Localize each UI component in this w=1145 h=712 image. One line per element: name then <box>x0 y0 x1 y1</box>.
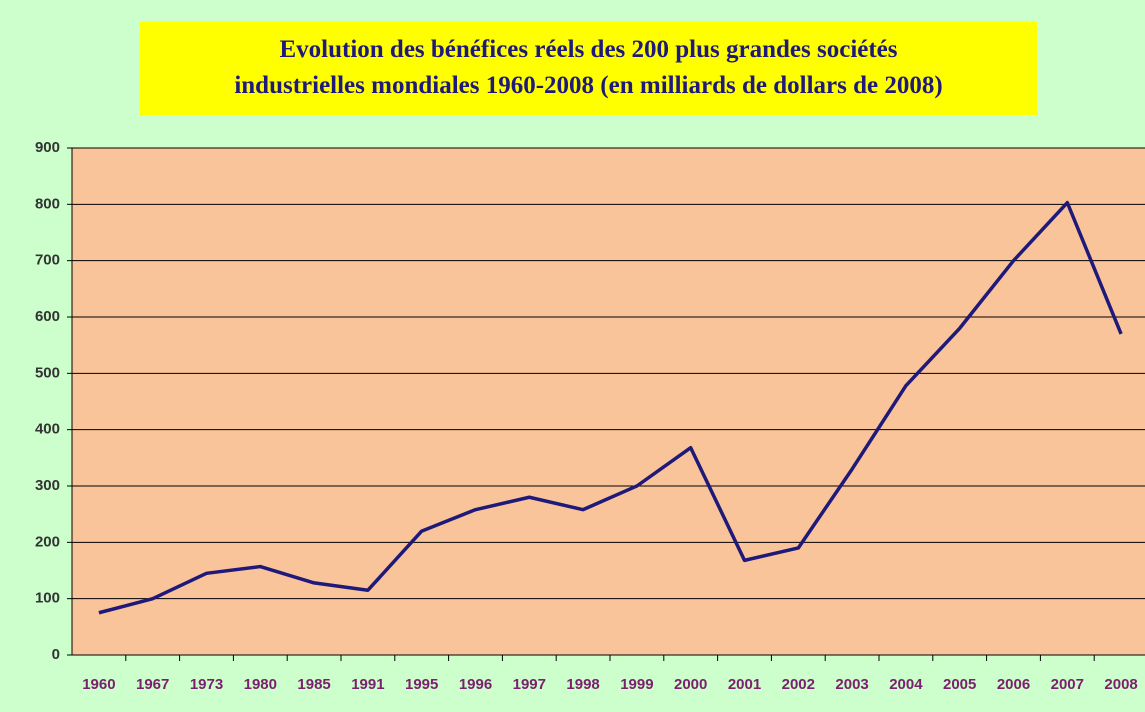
x-tick-label: 2007 <box>1051 676 1084 693</box>
x-tick-label: 2006 <box>997 676 1030 693</box>
x-tick-label: 2008 <box>1104 676 1137 693</box>
y-tick-label: 900 <box>35 139 60 156</box>
y-tick-label: 300 <box>35 477 60 494</box>
x-tick-label: 1973 <box>190 676 223 693</box>
x-tick-label: 2002 <box>782 676 815 693</box>
y-tick-label: 600 <box>35 308 60 325</box>
x-tick-label: 1995 <box>405 676 438 693</box>
chart-title: Evolution des bénéfices réels des 200 pl… <box>140 22 1037 115</box>
x-tick-label: 2003 <box>835 676 868 693</box>
x-tick-label: 2000 <box>674 676 707 693</box>
x-tick-label: 1960 <box>82 676 115 693</box>
x-tick-label: 1998 <box>566 676 599 693</box>
y-tick-label: 700 <box>35 252 60 269</box>
y-tick-label: 800 <box>35 195 60 212</box>
plot-area <box>72 148 1145 655</box>
x-tick-label: 1999 <box>620 676 653 693</box>
y-tick-label: 400 <box>35 421 60 438</box>
line <box>98 200 1123 615</box>
x-tick-label: 1997 <box>513 676 546 693</box>
x-tick-label: 1996 <box>459 676 492 693</box>
y-tick-label: 100 <box>35 590 60 607</box>
x-tick-label: 1980 <box>244 676 277 693</box>
x-tick-label: 1991 <box>351 676 384 693</box>
x-tick-label: 1967 <box>136 676 169 693</box>
x-tick-label: 2004 <box>889 676 923 693</box>
x-tick-label: 2001 <box>728 676 761 693</box>
y-tick-label: 200 <box>35 533 60 550</box>
y-tick-label: 0 <box>52 646 60 663</box>
x-tick-label: 1985 <box>297 676 330 693</box>
y-tick-label: 500 <box>35 364 60 381</box>
x-tick-label: 2005 <box>943 676 976 693</box>
